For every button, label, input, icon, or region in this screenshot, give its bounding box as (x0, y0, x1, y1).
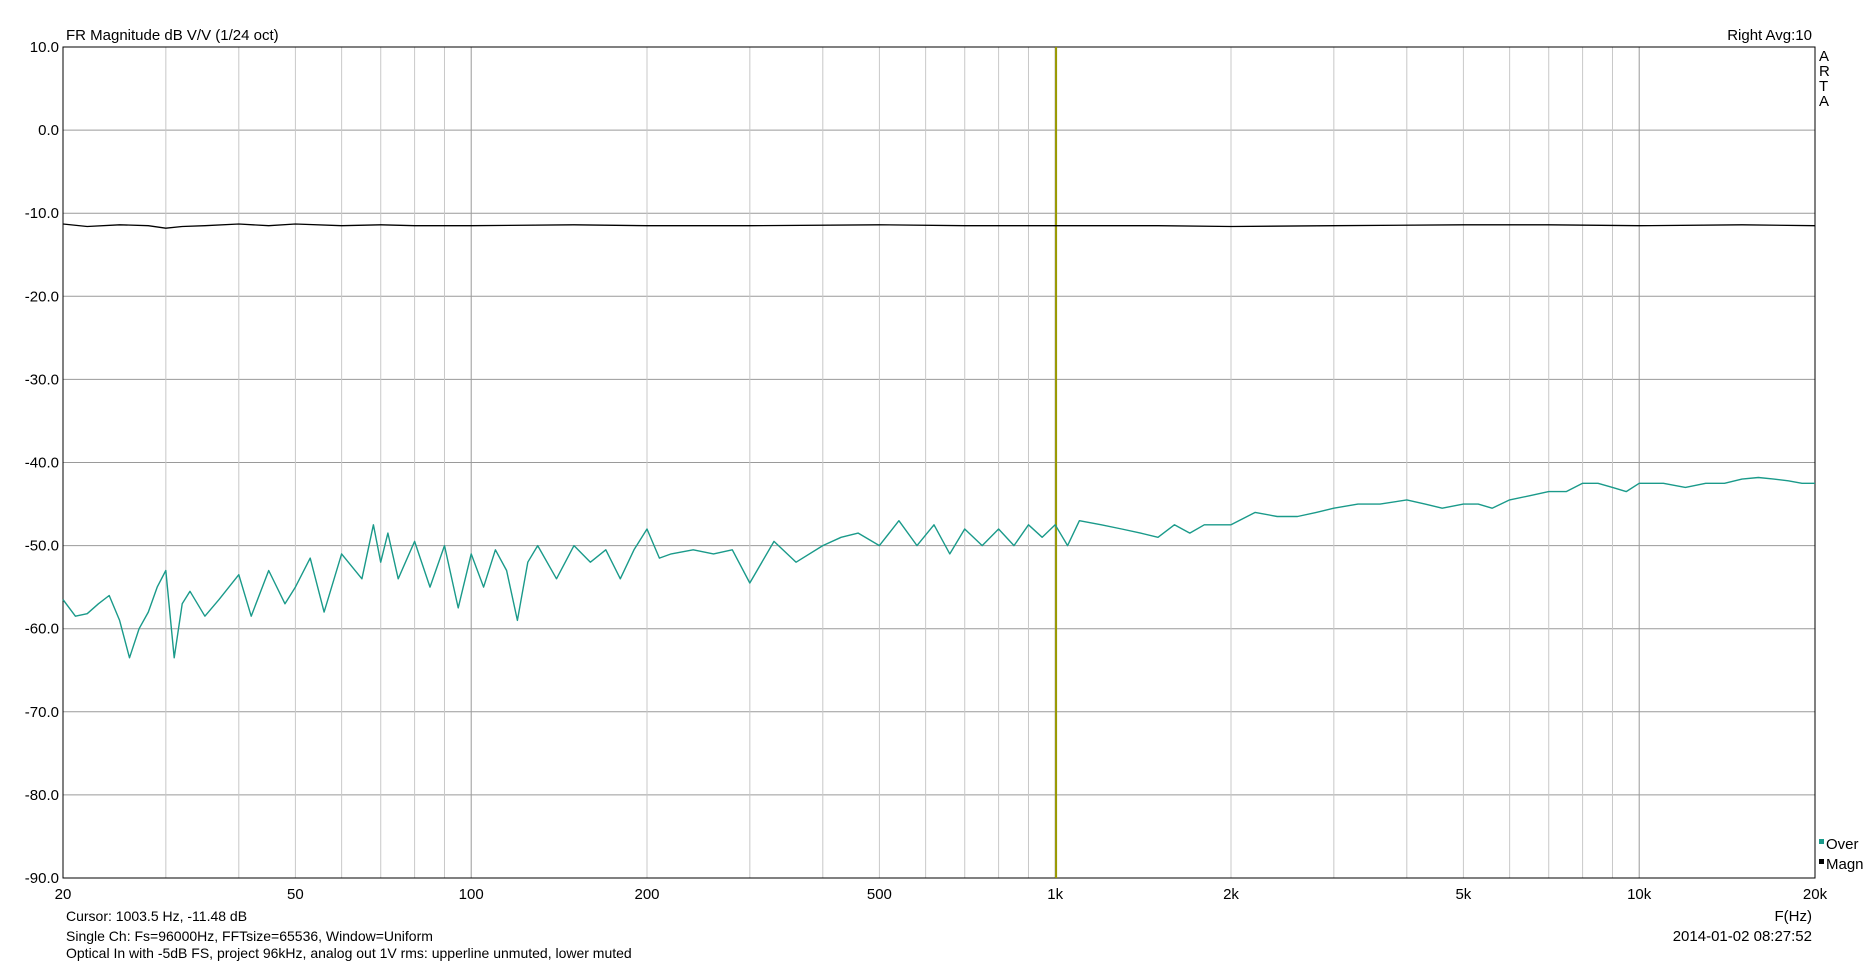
legend-swatch-magn (1819, 859, 1824, 864)
plot-frame (62, 46, 1816, 879)
measurement-note: Optical In with -5dB FS, project 96kHz, … (66, 945, 632, 961)
cursor-readout: Cursor: 1003.5 Hz, -11.48 dB (66, 908, 247, 924)
brand-letter-r: R (1819, 63, 1830, 80)
y-tick-label: -40.0 (25, 455, 59, 472)
x-tick-label: 20k (1803, 886, 1828, 903)
brand-letter-a2: A (1819, 93, 1829, 110)
x-tick-label: 200 (634, 886, 659, 903)
x-axis-label: F(Hz) (1775, 908, 1813, 925)
x-tick-label: 2k (1223, 886, 1239, 903)
x-tick-label: 50 (287, 886, 304, 903)
y-tick-label: -30.0 (25, 371, 59, 388)
y-tick-label: -10.0 (25, 205, 59, 222)
y-axis-tick-labels: 10.0 0.0 -10.0 -20.0 -30.0 -40.0 -50.0 -60.0 -70… (25, 39, 59, 887)
series-line-over (62, 476, 1815, 659)
channel-avg-info: Right Avg:10 (1727, 27, 1812, 44)
x-tick-label: 100 (459, 886, 484, 903)
y-tick-label: -60.0 (25, 621, 59, 638)
y-tick-label: 0.0 (38, 122, 59, 139)
measurement-datetime: 2014-01-02 08:27:52 (1673, 928, 1812, 945)
x-tick-label: 10k (1627, 886, 1652, 903)
measurement-settings: Single Ch: Fs=96000Hz, FFTsize=65536, Wi… (66, 928, 433, 944)
y-tick-label: 10.0 (30, 39, 59, 56)
brand-letter-a: A (1819, 48, 1829, 65)
legend-label-magn[interactable]: Magn (1826, 856, 1864, 873)
x-tick-label: 20 (55, 886, 72, 903)
legend-swatch-over (1819, 839, 1824, 844)
series-group (62, 223, 1816, 659)
x-tick-label: 1k (1047, 886, 1063, 903)
y-tick-label: -70.0 (25, 704, 59, 721)
y-tick-label: -80.0 (25, 787, 59, 804)
x-tick-label: 5k (1455, 886, 1471, 903)
x-tick-label: 500 (867, 886, 892, 903)
x-axis-tick-labels: 20 50 100 200 500 1k 2k 5k 10k 20k (55, 886, 1828, 903)
y-tick-label: -90.0 (25, 870, 59, 887)
brand-letter-t: T (1819, 78, 1828, 95)
chart-title: FR Magnitude dB V/V (1/24 oct) (66, 27, 279, 44)
series-line-magn (62, 223, 1816, 229)
legend-label-over[interactable]: Over (1826, 836, 1859, 853)
y-tick-label: -20.0 (25, 288, 59, 305)
y-tick-label: -50.0 (25, 538, 59, 555)
